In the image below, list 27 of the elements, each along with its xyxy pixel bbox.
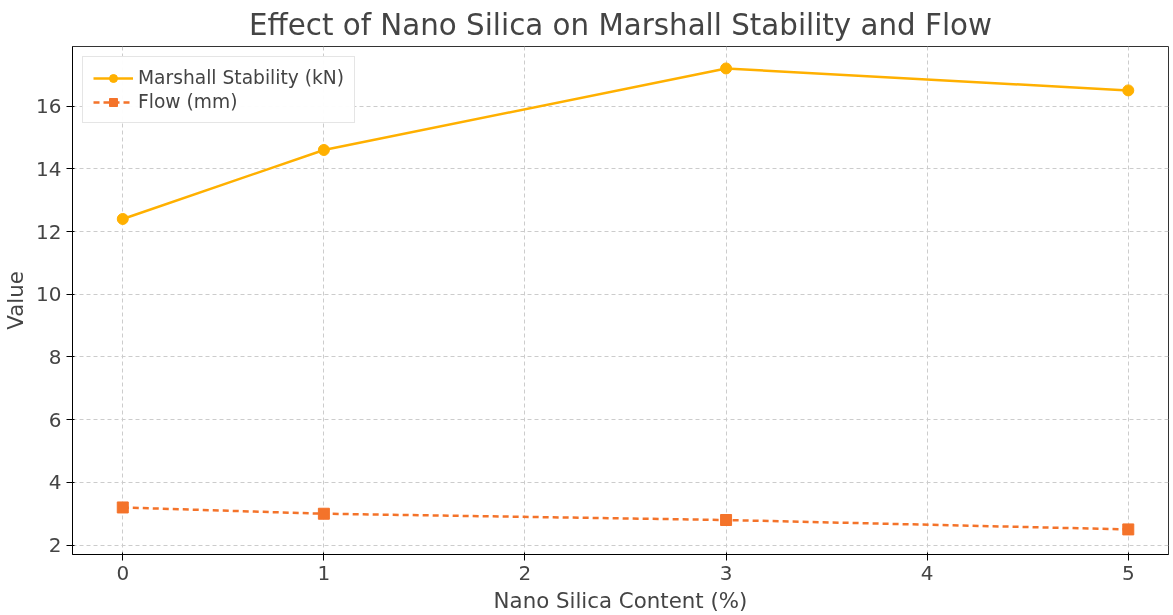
y-axis-title: Value [3, 271, 29, 330]
point [116, 212, 129, 225]
x-tick-label: 3 [719, 560, 733, 585]
legend-label: Flow (mm) [138, 91, 238, 112]
x-tick-label: 2 [518, 560, 532, 585]
point [317, 507, 330, 520]
x-tick-label: 4 [920, 560, 934, 585]
point [1122, 84, 1135, 97]
point [720, 62, 733, 75]
y-tick-label: 12 [36, 219, 62, 244]
x-tick-label: 5 [1121, 560, 1135, 585]
legend-label: Marshall Stability (kN) [138, 67, 345, 88]
x-tick-label: 1 [317, 560, 331, 585]
y-tick-label: 16 [36, 94, 62, 119]
point [116, 501, 129, 514]
y-tick-label: 10 [36, 282, 62, 307]
point [720, 514, 733, 527]
x-axis-title: Nano Silica Content (%) [493, 587, 748, 613]
y-tick-label: 4 [48, 470, 62, 495]
point [317, 143, 330, 156]
y-tick-label: 14 [36, 156, 62, 181]
y-tick-label: 6 [48, 407, 62, 432]
y-tick-label: 8 [48, 344, 62, 369]
point [1122, 523, 1135, 536]
x-tick-label: 0 [116, 560, 130, 585]
chart-title: Effect of Nano Silica on Marshall Stability and Flow [249, 7, 992, 42]
y-tick-label: 2 [48, 533, 62, 558]
